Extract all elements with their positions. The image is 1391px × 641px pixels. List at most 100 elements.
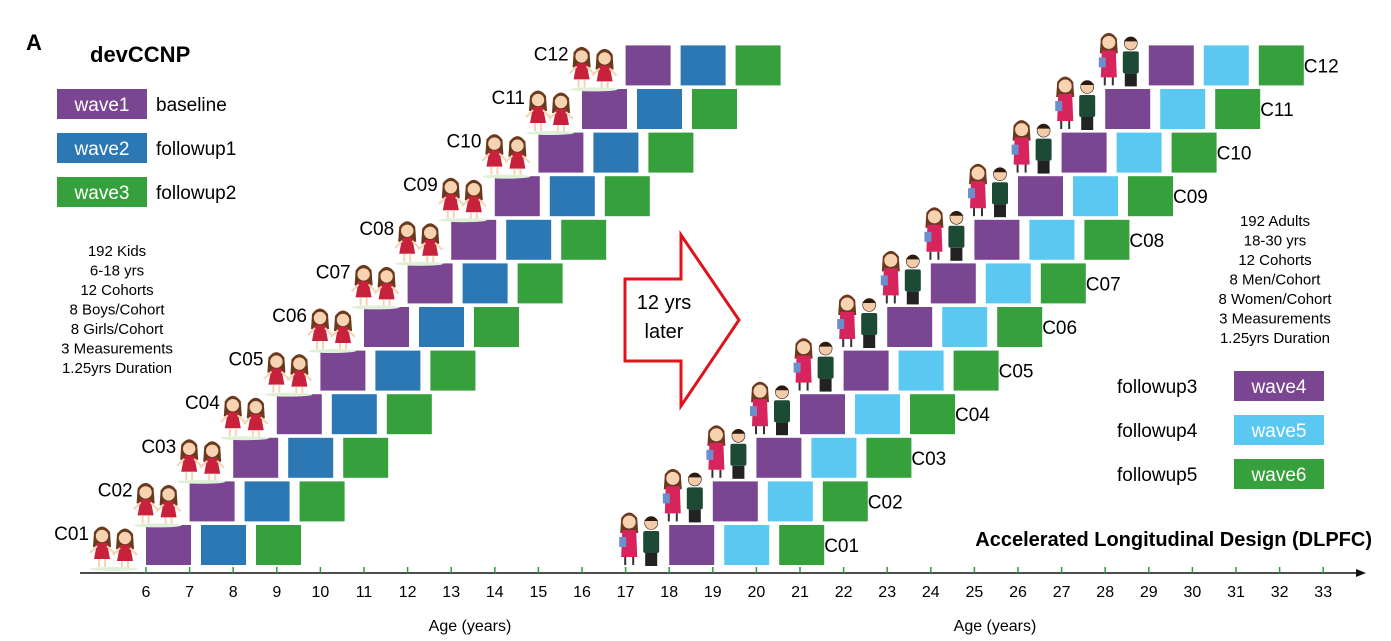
axis-tick-label: 11: [356, 584, 373, 601]
wave-box: [866, 437, 912, 478]
wave-box: [1040, 263, 1086, 304]
wave-box: [582, 89, 627, 129]
wave-box: [233, 437, 279, 478]
kid-figures-image: [568, 46, 618, 92]
info-line: 192 Kids: [88, 243, 146, 260]
kid-figures-image: [263, 352, 313, 397]
info-line: 8 Women/Cohort: [1218, 291, 1332, 308]
wave-box: [189, 481, 235, 522]
kid-cohort-row: C03: [141, 437, 389, 484]
wave-box: [724, 525, 770, 565]
adult-figures-image: [1055, 76, 1096, 130]
wave-box: [494, 176, 540, 217]
axis-tick-label: 20: [748, 584, 766, 601]
axis-tick-label: 7: [185, 584, 194, 601]
cohort-label: C06: [1042, 318, 1077, 339]
wave-box: [474, 307, 519, 347]
wave-box: [942, 307, 988, 347]
wave-box: [364, 307, 409, 347]
twelve-years-later-arrow: 12 yrs later: [623, 230, 741, 411]
wave-box: [430, 350, 476, 391]
wave-box: [1061, 132, 1107, 173]
wave-box: [680, 45, 726, 86]
kid-figures-image: [350, 264, 400, 310]
wave-box: [407, 263, 453, 304]
kid-cohort-row: C01: [54, 524, 301, 571]
axis-tick-label: 10: [312, 584, 330, 601]
kid-cohort-row: C12: [534, 44, 781, 92]
adult-cohort-row: C03: [706, 425, 946, 479]
kid-figures-image: [220, 395, 269, 441]
wave-box: [506, 219, 552, 260]
age-axis: 6 7 8 9 10 11 12 13 14 15 16 17 18 19 20 21 22 23 24 25 26 27…: [80, 567, 1366, 601]
legend-wave4-name: wave4: [1251, 377, 1307, 398]
axis-arrowhead: [1356, 569, 1366, 577]
axis-tick-label: 6: [142, 584, 151, 601]
axis-tick-label: 14: [486, 584, 504, 601]
legend-wave2-label: followup1: [156, 139, 236, 160]
axis-tick-label: 33: [1314, 584, 1332, 601]
legend-wave6-label: followup5: [1117, 465, 1197, 486]
kid-figures-image: [307, 308, 356, 353]
kid-cohorts: C01 C02 C03 C04 C05 C06 C07 C08 C09 C10 C11 C12: [54, 44, 781, 571]
arrow-shape: [623, 230, 741, 411]
legend-wave1-name: wave1: [74, 95, 130, 116]
kid-figures-image: [394, 221, 444, 266]
wave-box: [898, 350, 944, 391]
axis-tick-label: 16: [573, 584, 591, 601]
adult-cohort-row: C04: [750, 381, 990, 436]
kid-figures-image: [176, 439, 226, 484]
axis-tick-label: 23: [878, 584, 896, 601]
cohort-label: C10: [1217, 144, 1252, 165]
adults-info-text: 192 Adults 18-30 yrs 12 Cohorts 8 Men/Cohor…: [1218, 213, 1332, 347]
wave-box: [974, 219, 1020, 260]
kid-cohort-row: C07: [316, 262, 563, 310]
axis-tick-label: 32: [1271, 584, 1289, 601]
axis-tick-label: 9: [272, 584, 281, 601]
legend-wave3-label: followup2: [156, 183, 236, 204]
wave-box: [669, 525, 715, 565]
cohort-label: C06: [272, 306, 307, 327]
wave-box: [146, 525, 191, 565]
kid-figures-image: [481, 134, 531, 179]
adult-figures-image: [1011, 120, 1052, 174]
legend-right: wave4 followup3 wave5 followup4 wave6 followu…: [1117, 371, 1324, 489]
kids-info-text: 192 Kids 6-18 yrs 12 Cohorts 8 Boys/Cohort 8…: [61, 243, 173, 377]
wave-box: [887, 307, 933, 347]
wave-box: [561, 219, 607, 260]
wave-box: [331, 394, 377, 435]
wave-box: [692, 89, 737, 129]
axis-tick-label: 24: [922, 584, 940, 601]
adult-cohort-row: C02: [662, 468, 903, 523]
x-axis-label-left: Age (years): [429, 618, 512, 635]
kid-cohort-row: C10: [447, 132, 694, 179]
wave-box: [244, 481, 290, 522]
cohort-label: C07: [1086, 274, 1121, 295]
wave-box: [288, 437, 334, 478]
adult-figures-image: [837, 294, 878, 348]
design-label: Accelerated Longitudinal Design (DLPFC): [975, 529, 1372, 551]
wave-box: [1148, 45, 1194, 86]
wave-box: [549, 176, 595, 217]
wave-box: [1018, 176, 1063, 217]
cohort-label: C05: [229, 350, 264, 371]
adult-figures-image: [924, 207, 965, 261]
wave-box: [712, 481, 758, 522]
wave-box: [648, 132, 694, 173]
diagram-title: devCCNP: [90, 42, 190, 67]
wave-box: [201, 525, 246, 565]
cohort-label: C04: [185, 393, 220, 414]
wave-box: [625, 45, 671, 86]
adult-cohort-row: C07: [880, 250, 1121, 305]
wave-box: [1105, 89, 1151, 129]
wave-box: [320, 350, 366, 391]
x-axis-label-right: Age (years): [954, 618, 1037, 635]
adult-cohort-row: C09: [968, 163, 1208, 218]
cohort-label: C11: [1260, 100, 1293, 121]
axis-tick-label: 15: [530, 584, 548, 601]
cohort-label: C12: [534, 44, 569, 65]
cohort-label: C03: [141, 437, 176, 458]
wave-box: [419, 307, 464, 347]
wave-box: [1029, 219, 1075, 260]
